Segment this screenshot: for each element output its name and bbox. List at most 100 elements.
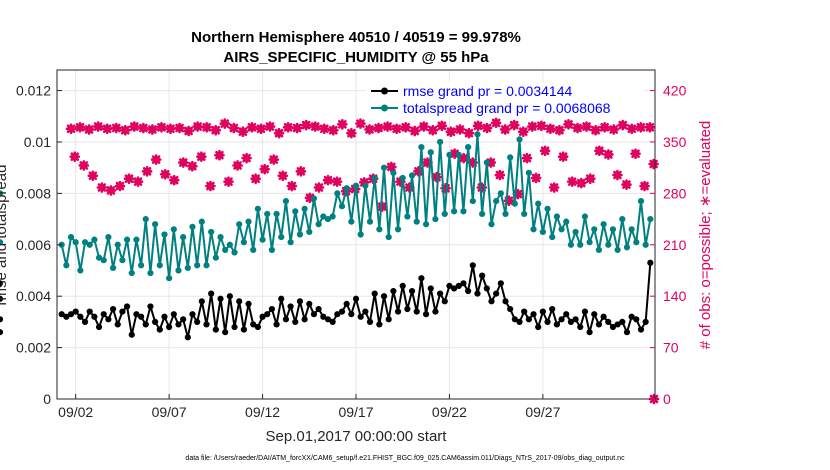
point-totalspread [306, 228, 313, 236]
point-rmse [0, 329, 4, 336]
point-totalspread [198, 218, 205, 225]
point-totalspread [530, 226, 537, 233]
point-rmse [212, 326, 219, 333]
point-totalspread [264, 210, 271, 218]
point-rmse [217, 295, 224, 302]
obs-evaluated-marker [454, 124, 466, 135]
point-totalspread [535, 200, 542, 207]
series-lines [0, 131, 654, 341]
point-totalspread [170, 226, 177, 233]
obs-evaluated-marker [485, 157, 497, 168]
point-rmse [451, 285, 458, 292]
point-totalspread [324, 215, 332, 223]
point-totalspread [446, 151, 453, 158]
obs-evaluated-marker [318, 123, 330, 135]
obs-evaluated-marker [147, 124, 158, 135]
point-totalspread [137, 262, 145, 269]
obs-evaluated-marker [608, 124, 620, 135]
obs-evaluated-marker [159, 168, 171, 180]
point-rmse [100, 311, 107, 318]
obs-evaluated-marker [376, 201, 388, 212]
point-rmse [511, 316, 518, 323]
obs-evaluated-marker [418, 121, 430, 132]
point-totalspread [366, 218, 374, 225]
obs-evaluated-marker [581, 121, 592, 132]
point-rmse [348, 311, 355, 318]
obs-evaluated-marker [119, 124, 131, 136]
point-totalspread [408, 172, 416, 179]
obs-evaluated-marker [404, 182, 415, 193]
obs-evaluated-marker [545, 123, 556, 135]
point-totalspread [0, 239, 4, 246]
point-rmse [455, 282, 462, 290]
point-rmse [591, 311, 598, 318]
point-totalspread [432, 215, 439, 223]
obs-evaluated-marker [183, 125, 194, 137]
obs-evaluated-marker [364, 124, 375, 135]
point-totalspread [465, 144, 472, 151]
point-rmse [469, 262, 476, 269]
point-rmse [114, 321, 121, 328]
point-totalspread [422, 221, 430, 228]
obs-evaluated-marker [123, 173, 135, 184]
x-tick-label: 09/27 [525, 404, 560, 420]
x-tick-label: 09/12 [245, 404, 280, 420]
point-rmse [161, 313, 168, 320]
point-totalspread [502, 210, 509, 218]
point-totalspread [91, 236, 98, 243]
point-rmse [273, 321, 280, 328]
obs-markers [65, 117, 660, 405]
point-rmse [240, 326, 247, 333]
point-rmse [180, 316, 187, 323]
point-rmse [109, 305, 117, 313]
point-totalspread [525, 169, 532, 176]
obs-evaluated-marker [355, 118, 366, 129]
point-rmse [189, 311, 196, 318]
obs-evaluated-marker [548, 182, 560, 193]
obs-evaluated-marker [156, 121, 167, 133]
obs-evaluated-marker [648, 158, 659, 170]
obs-evaluated-marker [458, 152, 469, 164]
obs-evaluated-marker [65, 123, 77, 135]
point-rmse [605, 318, 612, 325]
y-tick-label-right: 140 [663, 288, 687, 304]
point-rmse [320, 313, 327, 320]
point-rmse [357, 313, 364, 320]
point-rmse [329, 318, 336, 325]
point-totalspread [581, 213, 589, 220]
point-totalspread [352, 182, 360, 189]
point-rmse [278, 295, 285, 302]
obs-evaluated-marker [585, 173, 596, 184]
point-totalspread [614, 246, 621, 254]
obs-evaluated-marker [282, 121, 294, 133]
axis-ticks: 09/02 09/07 09/12 09/17 09/22 09/27 0 0.002 0.00… [16, 83, 687, 420]
point-rmse [63, 313, 70, 320]
point-totalspread [521, 210, 528, 218]
obs-evaluated-marker [101, 123, 113, 135]
point-rmse [474, 290, 481, 297]
obs-evaluated-marker [481, 122, 493, 134]
point-rmse [633, 316, 640, 323]
point-rmse [619, 318, 626, 325]
obs-evaluated-marker [494, 169, 506, 181]
point-rmse [0, 280, 4, 287]
point-totalspread [418, 144, 425, 151]
point-totalspread [180, 233, 187, 241]
obs-evaluated-marker [526, 121, 538, 132]
point-totalspread [334, 190, 341, 197]
point-rmse [497, 280, 504, 287]
point-rmse [628, 313, 635, 320]
point-rmse [525, 316, 532, 323]
y-axis-label-left: rmse and totalspread [0, 165, 10, 306]
point-rmse [642, 318, 649, 325]
point-rmse [86, 308, 93, 315]
point-rmse [268, 305, 276, 313]
point-totalspread [380, 164, 388, 171]
obs-evaluated-marker [277, 170, 289, 182]
obs-evaluated-marker [205, 180, 216, 192]
point-rmse [245, 300, 252, 307]
obs-evaluated-marker [431, 171, 442, 183]
obs-evaluated-marker [174, 122, 185, 134]
point-rmse [436, 290, 444, 297]
y-tick-label-left: 0.012 [16, 83, 51, 99]
